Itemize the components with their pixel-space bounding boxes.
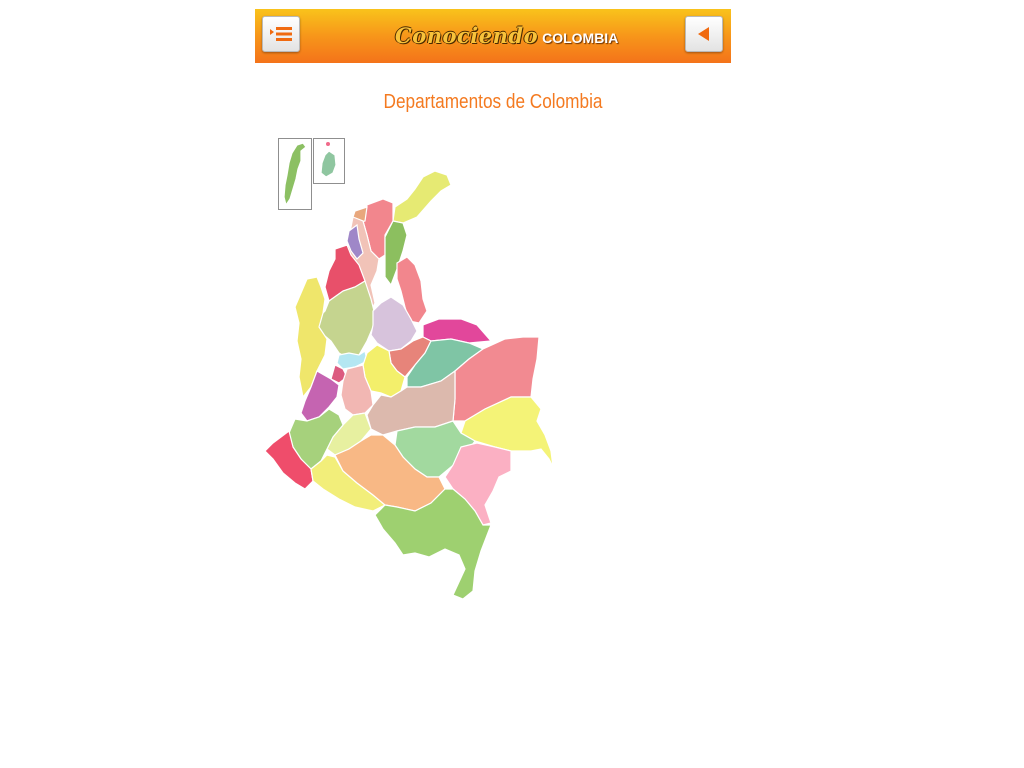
dept-cesar[interactable]: Cesar	[384, 220, 408, 287]
brand-word: COLOMBIA	[542, 30, 619, 46]
colombia-map: La Guajira Magdalena Atlántico Cesar Bol…	[264, 170, 554, 600]
app-brand: Conociendo COLOMBIA	[395, 23, 618, 51]
dept-providencia	[320, 150, 337, 178]
dept-vaupes[interactable]: Vaupés	[444, 442, 512, 526]
dept-san-andres	[283, 142, 307, 207]
dept-caqueta[interactable]: Caquetá	[334, 434, 446, 512]
dept-narino[interactable]: Nariño	[264, 429, 314, 490]
back-arrow-icon	[698, 27, 709, 41]
dept-norte-de-santander[interactable]: Norte de Santander	[396, 256, 428, 324]
dept-santa-catalina	[326, 142, 330, 146]
dept-sucre[interactable]: Sucre	[346, 223, 364, 260]
providencia-shape	[320, 142, 337, 178]
dept-amazonas[interactable]: Amazonas	[374, 488, 492, 600]
menu-list-icon	[270, 27, 292, 41]
san-andres-shape	[283, 142, 307, 207]
app-header: Conociendo COLOMBIA	[255, 9, 731, 63]
dept-la-guajira[interactable]: La Guajira	[392, 170, 452, 224]
inset-san-andres[interactable]	[278, 138, 312, 210]
dept-arauca[interactable]: Arauca	[422, 318, 493, 344]
dept-santander[interactable]: Santander	[370, 296, 418, 352]
back-button[interactable]	[685, 16, 723, 52]
app-container: Conociendo COLOMBIA Departamentos de Col…	[255, 9, 731, 609]
inset-providencia[interactable]	[313, 138, 345, 184]
menu-button[interactable]	[262, 16, 300, 52]
brand-script: Conociendo	[395, 23, 539, 48]
page-title: Departamentos de Colombia	[383, 91, 603, 113]
